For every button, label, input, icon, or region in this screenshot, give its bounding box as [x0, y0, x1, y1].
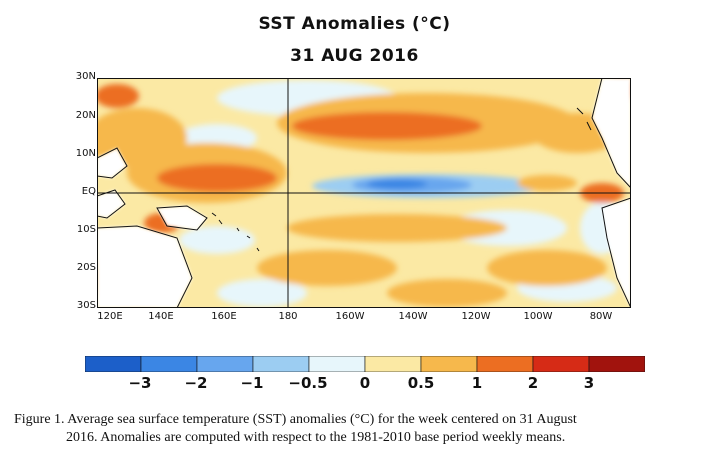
colorbar-label-3: 3	[583, 374, 595, 392]
colorbar-swatch	[532, 356, 590, 372]
lon-label-180: 180	[278, 311, 298, 322]
lon-label-120w: 120W	[461, 311, 491, 322]
lon-label-100w: 100W	[523, 311, 553, 322]
chart-title: SST Anomalies (°C)	[258, 14, 451, 34]
colorbar-label-1: 1	[471, 374, 483, 392]
colorbar-label-neg1: −1	[240, 374, 264, 392]
colorbar-swatch	[476, 356, 534, 372]
map-canvas	[97, 78, 631, 308]
lat-label-10s: 10S	[76, 224, 96, 235]
colorbar-label-neg3: −3	[128, 374, 152, 392]
lon-label-120e: 120E	[97, 311, 123, 322]
colorbar-swatch	[196, 356, 254, 372]
figure-caption: Figure 1. Average sea surface temperatur…	[14, 411, 704, 447]
colorbar-swatch	[85, 356, 142, 372]
colorbar	[85, 356, 645, 372]
chart-date: 31 AUG 2016	[290, 46, 419, 66]
lon-label-160w: 160W	[335, 311, 365, 322]
lon-label-140e: 140E	[148, 311, 174, 322]
sst-anomaly-map	[97, 78, 631, 308]
colorbar-swatch	[420, 356, 478, 372]
coastlines	[97, 78, 631, 308]
colorbar-swatch	[364, 356, 422, 372]
colorbar-label-05: 0.5	[407, 374, 435, 392]
colorbar-swatch	[308, 356, 366, 372]
colorbar-swatch	[252, 356, 310, 372]
landmasses	[97, 78, 631, 308]
lat-label-20s: 20S	[76, 262, 96, 273]
lat-label-30s: 30S	[76, 300, 96, 311]
lat-label-20n: 20N	[75, 110, 96, 121]
colorbar-label-0: 0	[359, 374, 371, 392]
colorbar-label-neg05: −0.5	[288, 374, 328, 392]
colorbar-swatch	[588, 356, 645, 372]
caption-line-1: Figure 1. Average sea surface temperatur…	[14, 412, 577, 427]
lat-label-10n: 10N	[75, 148, 96, 159]
colorbar-label-neg2: −2	[184, 374, 208, 392]
lon-label-140w: 140W	[398, 311, 428, 322]
colorbar-swatch	[140, 356, 198, 372]
lat-label-eq: EQ	[81, 186, 96, 197]
colorbar-label-2: 2	[527, 374, 539, 392]
lon-label-80w: 80W	[589, 311, 613, 322]
lon-label-160e: 160E	[211, 311, 237, 322]
caption-line-2: 2016. Anomalies are computed with respec…	[66, 430, 566, 445]
lat-label-30n: 30N	[75, 71, 96, 82]
map-frame	[97, 78, 631, 308]
